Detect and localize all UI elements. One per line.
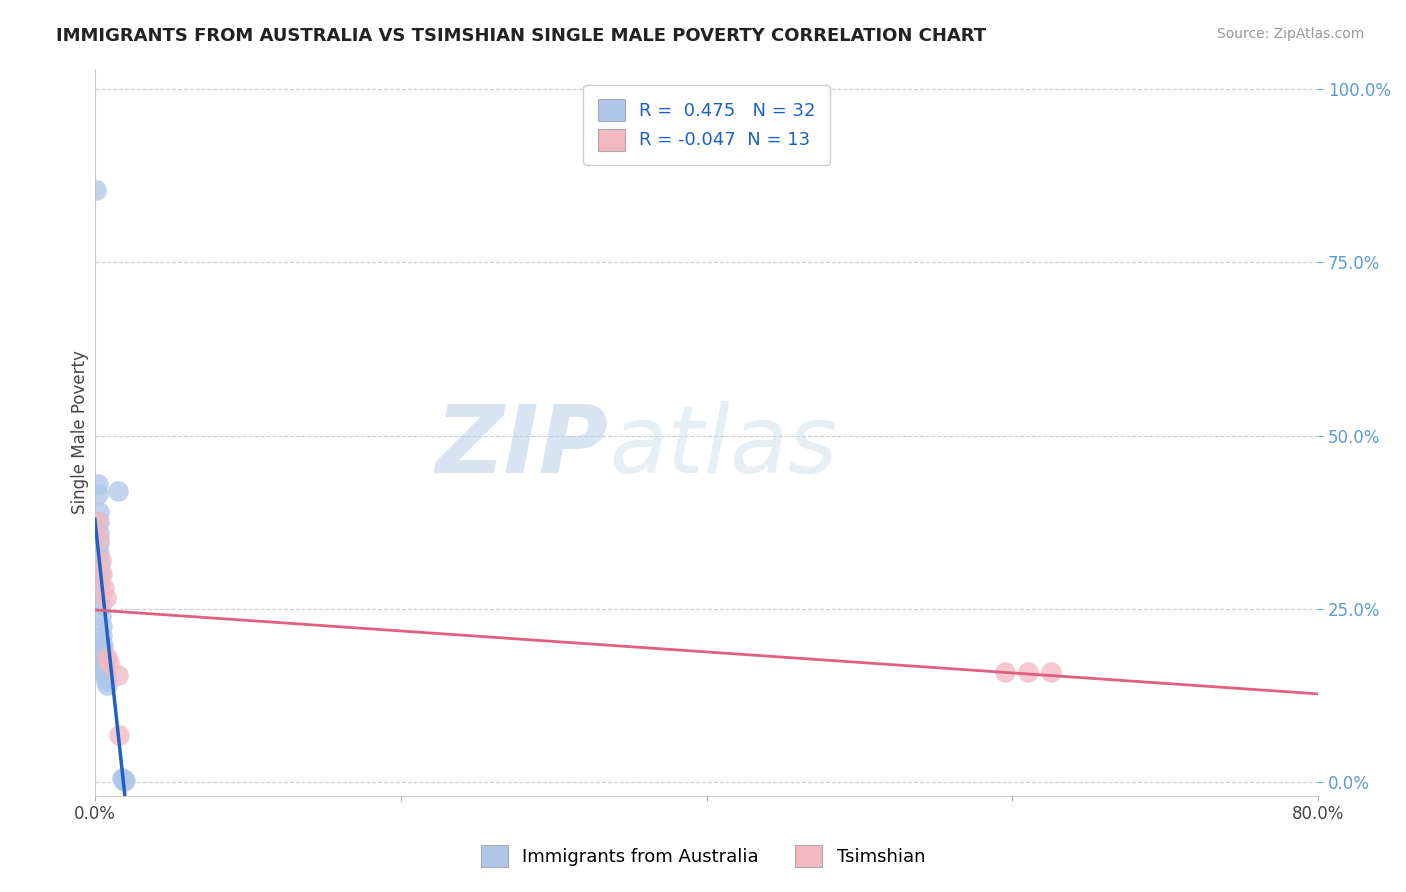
Point bbox=[96, 650, 118, 665]
Point bbox=[90, 608, 112, 623]
Point bbox=[87, 515, 110, 529]
Point bbox=[89, 536, 111, 550]
Point bbox=[112, 773, 135, 788]
Legend: Immigrants from Australia, Tsimshian: Immigrants from Australia, Tsimshian bbox=[474, 838, 932, 874]
Point bbox=[90, 599, 112, 613]
Point bbox=[108, 728, 131, 742]
Point bbox=[87, 487, 110, 501]
Point bbox=[93, 660, 115, 674]
Point bbox=[87, 515, 110, 529]
Point bbox=[90, 588, 112, 602]
Point bbox=[114, 772, 136, 787]
Y-axis label: Single Male Poverty: Single Male Poverty bbox=[72, 351, 89, 514]
Point bbox=[93, 657, 115, 672]
Point bbox=[93, 581, 115, 595]
Text: IMMIGRANTS FROM AUSTRALIA VS TSIMSHIAN SINGLE MALE POVERTY CORRELATION CHART: IMMIGRANTS FROM AUSTRALIA VS TSIMSHIAN S… bbox=[56, 27, 987, 45]
Legend: R =  0.475   N = 32, R = -0.047  N = 13: R = 0.475 N = 32, R = -0.047 N = 13 bbox=[583, 85, 830, 165]
Text: atlas: atlas bbox=[609, 401, 837, 492]
Point bbox=[93, 664, 115, 678]
Point bbox=[91, 640, 114, 654]
Point bbox=[107, 483, 129, 498]
Point bbox=[90, 619, 112, 633]
Point bbox=[89, 567, 111, 582]
Point bbox=[87, 505, 110, 519]
Point bbox=[94, 667, 117, 681]
Point bbox=[91, 630, 114, 644]
Point bbox=[1017, 665, 1039, 680]
Point bbox=[112, 772, 135, 786]
Point bbox=[87, 477, 110, 491]
Point bbox=[94, 671, 117, 685]
Point bbox=[89, 533, 111, 547]
Point bbox=[94, 591, 117, 606]
Point bbox=[89, 577, 111, 591]
Point bbox=[91, 636, 114, 650]
Point bbox=[97, 656, 120, 670]
Text: Source: ZipAtlas.com: Source: ZipAtlas.com bbox=[1216, 27, 1364, 41]
Text: ZIP: ZIP bbox=[436, 401, 609, 492]
Point bbox=[87, 525, 110, 540]
Point bbox=[89, 546, 111, 560]
Point bbox=[1039, 665, 1062, 680]
Point bbox=[96, 674, 118, 689]
Point bbox=[107, 667, 129, 681]
Point bbox=[93, 651, 115, 665]
Point bbox=[89, 557, 111, 571]
Point bbox=[994, 665, 1017, 680]
Point bbox=[96, 678, 118, 692]
Point bbox=[86, 183, 108, 197]
Point bbox=[90, 553, 112, 567]
Point bbox=[91, 567, 114, 582]
Point bbox=[91, 647, 114, 661]
Point bbox=[111, 771, 134, 785]
